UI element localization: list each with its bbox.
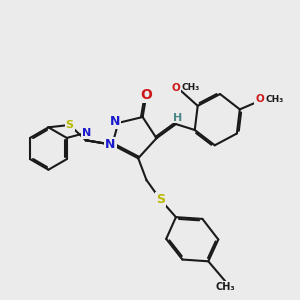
Text: O: O (255, 94, 264, 104)
Text: CH₃: CH₃ (215, 282, 235, 292)
Text: S: S (66, 120, 74, 130)
Text: O: O (171, 82, 180, 93)
Text: S: S (156, 193, 165, 206)
Text: CH₃: CH₃ (181, 83, 200, 92)
Text: H: H (173, 112, 182, 123)
Text: N: N (105, 138, 116, 151)
Text: N: N (82, 128, 91, 138)
Text: CH₃: CH₃ (265, 95, 284, 104)
Text: N: N (110, 115, 120, 128)
Text: O: O (140, 88, 152, 102)
